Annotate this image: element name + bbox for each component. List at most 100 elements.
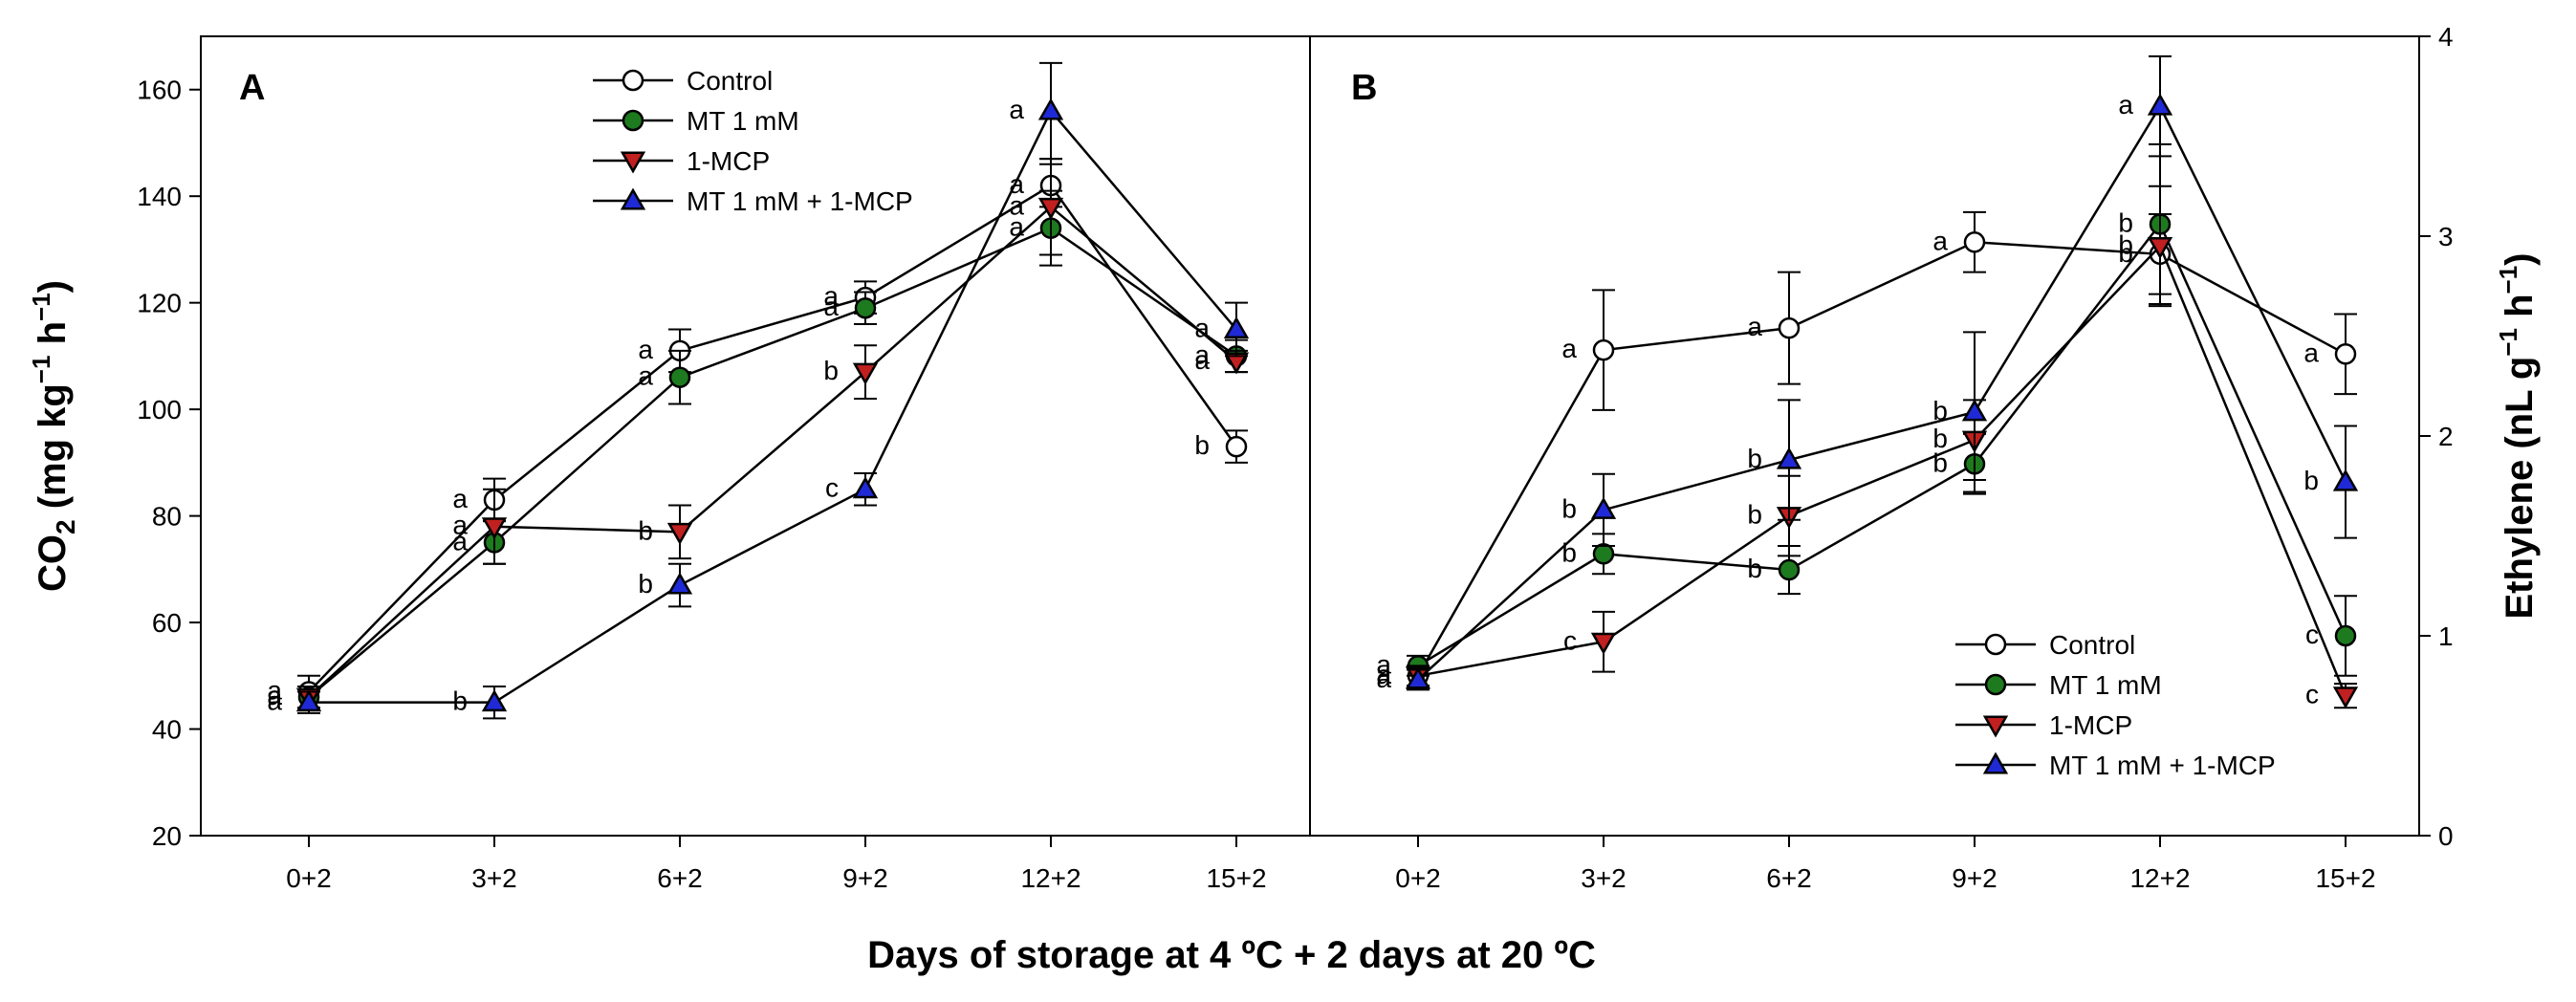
significance-letter: c [2305,680,2319,709]
panel-b: B Ethylene (nL g−1 h−1) 0 1 2 3 4 0+2 3+2 6+2 9+… [1309,22,2541,893]
legend-label-mt: MT 1 mM [687,106,799,136]
significance-letter: b [1747,554,1762,583]
data-point-mtmcp [295,689,322,712]
significance-letter: a [1376,660,1391,689]
significance-letter: a [823,281,839,311]
significance-letter: a [823,292,839,321]
data-point-mcp [2147,236,2173,259]
significance-letter: a [1194,339,1210,369]
y-tick-label: 3 [2438,222,2454,251]
legend-marker-mtmcp [1982,752,2009,774]
x-tick-label: 9+2 [1952,863,1997,893]
x-tick-label: 15+2 [2315,863,2375,893]
shared-x-axis-title: Days of storage at 4 ºC + 2 days at 20 º… [867,934,1596,976]
x-tick-label: 0+2 [286,863,332,893]
y-tick-label: 2 [2438,422,2454,451]
significance-letter: b [2118,207,2133,237]
significance-letter: a [1747,312,1762,341]
data-point-mt [1592,543,1615,565]
significance-letter: a [1932,226,1948,255]
series-line-control [1416,241,2347,677]
significance-letter: a [267,681,282,710]
panel-b-frame [1309,35,2420,837]
data-point-mt [1778,558,1801,581]
x-tick-label: 6+2 [657,863,703,893]
significance-letter: a [1194,314,1210,343]
legend-marker-mcp [620,151,646,174]
series-line-mcp [308,205,1237,699]
data-point-mtmcp [2332,468,2359,491]
y-tick-label: 140 [137,182,182,211]
series-line-mtmcp [309,108,1237,704]
data-point-control [2334,343,2357,365]
significance-letter: a [638,361,653,391]
data-point-mcp [481,517,508,540]
data-point-mtmcp [2147,93,2173,116]
significance-letter: b [823,356,839,385]
data-point-mtmcp [1590,496,1617,519]
legend-label-mcp: 1-MCP [2049,710,2132,740]
significance-letter: b [1561,493,1577,523]
panel-b-y-axis-title: Ethylene (nL g−1 h−1) [2494,252,2541,619]
significance-letter: a [267,686,282,716]
significance-letter: b [2118,238,2133,268]
legend-label-control: Control [687,66,773,96]
legend-marker-mt [1984,673,2007,696]
legend-label-mcp: 1-MCP [687,146,770,176]
data-point-control [1778,316,1801,339]
data-point-mtmcp [1223,316,1250,339]
data-point-mtmcp [852,476,879,499]
series-line-mt [1417,222,2347,667]
panel-a-y-axis-title: CO2 (mg kg−1 h−1) [27,280,80,592]
significance-letter: a [1376,660,1391,689]
legend-label-mtmcp: MT 1 mM + 1-MCP [687,186,913,216]
x-tick-label: 12+2 [2129,863,2190,893]
significance-letter: a [1009,169,1024,199]
significance-letter: a [2118,90,2133,120]
significance-letter: b [1747,444,1762,473]
significance-letter: b [1194,430,1210,460]
legend-marker-mcp [1982,715,2009,738]
significance-letter: a [267,681,282,710]
significance-letter: c [1563,625,1577,655]
data-point-mtmcp [481,689,508,712]
panel-a-label: A [239,68,265,108]
data-point-mtmcp [1776,447,1802,469]
y-tick-label: 60 [152,608,182,638]
data-point-mcp [2332,686,2359,709]
series-line-mcp [1417,244,2347,697]
significance-letter: c [825,473,839,503]
x-tick-label: 15+2 [1206,863,1266,893]
x-tick-label: 12+2 [1020,863,1081,893]
data-point-mtmcp [1961,399,1988,422]
panel-a-axes: 20 40 60 80 100 120 140 160 0+2 3+2 6+2 9+2 12+2 15+2 [137,76,1266,893]
data-point-mtmcp [1037,98,1064,120]
data-point-mtmcp [1405,666,1431,689]
significance-letter: a [452,511,468,540]
significance-letter: b [638,515,653,545]
series-control: a a a a b a [1376,210,2357,689]
significance-letter: b [1747,500,1762,530]
data-point-mt [668,366,691,388]
significance-letter: c [2305,620,2319,649]
significance-letter: a [1561,334,1577,363]
data-point-control [1225,435,1248,458]
significance-letter: a [638,335,653,364]
y-tick-label: 1 [2438,621,2454,651]
y-tick-label: 100 [137,395,182,425]
significance-letter: b [1932,424,1948,453]
significance-letter: a [2303,338,2319,367]
panel-b-axes: 0 1 2 3 4 0+2 3+2 6+2 9+2 12+2 15+2 [1395,22,2453,893]
legend-marker-mt [622,109,644,132]
significance-letter: a [1009,95,1024,124]
panel-b-label: B [1351,68,1377,108]
significance-letter: a [1376,664,1391,693]
legend-label-control: Control [2049,630,2135,660]
